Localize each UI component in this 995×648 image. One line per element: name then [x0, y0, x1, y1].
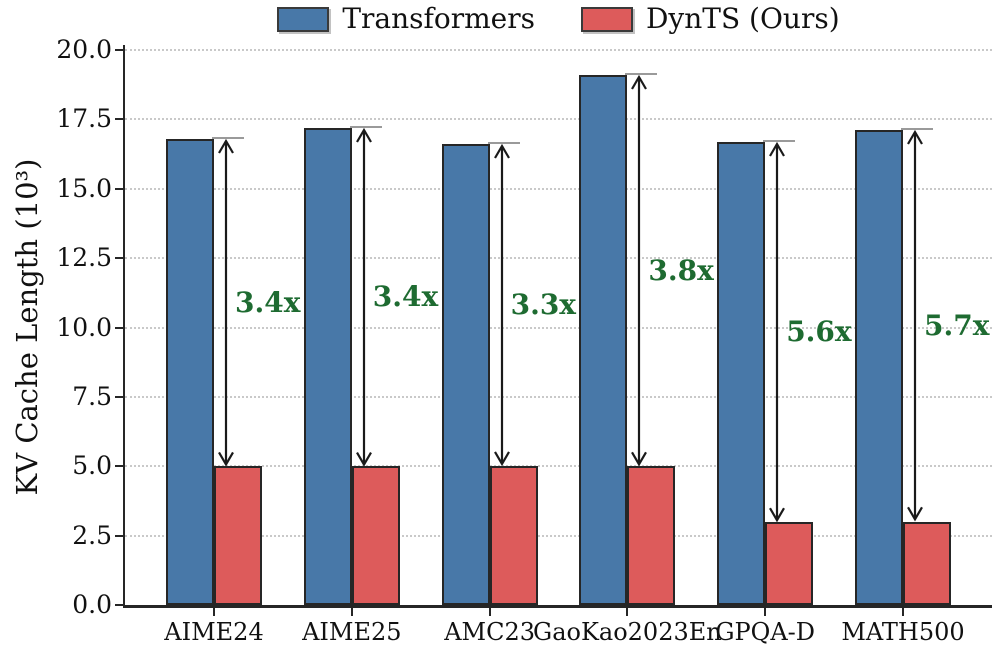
speedup-label-AIME24: 3.4x	[235, 285, 301, 319]
x-tick-mark	[213, 607, 215, 616]
y-tick-label: 0.0	[72, 590, 112, 619]
y-tick-mark	[115, 326, 123, 329]
transformers-color-swatch	[277, 6, 330, 32]
bar-dynts-MATH500	[903, 521, 951, 605]
y-tick-label: 2.5	[72, 520, 112, 550]
speedup-arrow-GaoKao2023En	[631, 74, 648, 467]
bar-top-cap	[349, 125, 382, 128]
bar-top-cap	[212, 136, 244, 139]
legend-item-dynts: DynTS (Ours)	[580, 2, 840, 35]
speedup-label-GPQA-D: 5.6x	[786, 314, 852, 348]
gridline	[125, 118, 992, 121]
speedup-label-MATH500: 5.7x	[924, 309, 990, 343]
speedup-arrow-GPQA-D	[769, 141, 786, 522]
x-tick-mark	[902, 607, 904, 616]
bar-transformers-AMC23	[441, 144, 490, 605]
legend: Transformers DynTS (Ours)	[125, 3, 992, 35]
y-tick-label: 7.5	[72, 381, 112, 411]
bar-top-cap	[625, 72, 658, 75]
gridline	[125, 326, 992, 329]
bar-dynts-GaoKao2023En	[627, 466, 676, 605]
y-tick-label: 17.5	[56, 104, 112, 134]
bar-transformers-AIME25	[303, 127, 352, 605]
x-tick-mark	[350, 607, 353, 616]
y-tick-mark	[115, 257, 123, 260]
y-tick-mark	[115, 534, 123, 537]
speedup-arrow-AMC23	[493, 144, 510, 467]
legend-item-transformers: Transformers	[277, 3, 535, 35]
y-tick-label: 5.0	[72, 451, 112, 481]
y-tick-label: 20.0	[56, 35, 112, 64]
bar-dynts-AIME25	[351, 466, 400, 605]
y-tick-mark	[115, 604, 123, 606]
gridline	[125, 395, 992, 398]
plot-area: 3.4x 3.4x 3.3x 3.8x 5.6x 5.7x AIME24 AIME25 AMC…	[123, 45, 992, 646]
bar-transformers-MATH500	[855, 130, 903, 605]
x-tick-label-GaoKao2023En: GaoKao2023En	[533, 618, 722, 646]
bar-transformers-GaoKao2023En	[579, 74, 628, 605]
legend-label-dynts: DynTS (Ours)	[645, 2, 840, 35]
x-tick-mark	[764, 607, 767, 616]
x-tick-label-GPQA-D: GPQA-D	[715, 618, 816, 646]
bar-dynts-AMC23	[489, 466, 538, 605]
gridline	[125, 257, 992, 260]
bar-transformers-GPQA-D	[717, 141, 766, 605]
x-tick-label-AIME24: AIME24	[164, 618, 264, 646]
y-tick-mark	[115, 395, 123, 398]
speedup-label-AMC23: 3.3x	[510, 288, 576, 322]
x-tick-label-MATH500: MATH500	[841, 618, 965, 646]
gridline	[125, 187, 992, 190]
bar-dynts-GPQA-D	[765, 521, 814, 605]
legend-label-transformers: Transformers	[342, 2, 535, 35]
bar-top-cap	[901, 128, 933, 131]
speedup-arrow-MATH500	[907, 130, 923, 522]
y-tick-label: 15.0	[56, 173, 112, 203]
speedup-label-GaoKao2023En: 3.8x	[648, 253, 714, 287]
bar-top-cap	[763, 139, 796, 142]
y-tick-label: 10.0	[56, 312, 112, 342]
dynts-color-swatch	[580, 6, 633, 32]
x-tick-mark	[626, 607, 629, 616]
y-tick-mark	[115, 465, 123, 468]
x-tick-mark	[488, 607, 491, 616]
speedup-label-AIME25: 3.4x	[372, 279, 439, 313]
y-tick-mark	[115, 49, 123, 51]
speedup-arrow-AIME24	[218, 138, 234, 467]
y-tick-mark	[115, 187, 123, 190]
y-tick-label: 12.5	[56, 243, 112, 273]
y-tick-mark	[115, 118, 123, 121]
x-tick-label-AMC23: AMC23	[444, 618, 535, 646]
x-axis-spine	[123, 605, 992, 608]
gridline	[125, 465, 992, 468]
speedup-arrow-AIME25	[355, 127, 372, 467]
gridline	[125, 49, 992, 51]
x-tick-label-AIME25: AIME25	[302, 618, 402, 646]
gridline	[125, 534, 992, 537]
bar-transformers-AIME24	[166, 138, 214, 605]
bar-dynts-AIME24	[214, 466, 262, 605]
y-axis-spine	[123, 45, 125, 607]
bar-top-cap	[487, 142, 520, 145]
